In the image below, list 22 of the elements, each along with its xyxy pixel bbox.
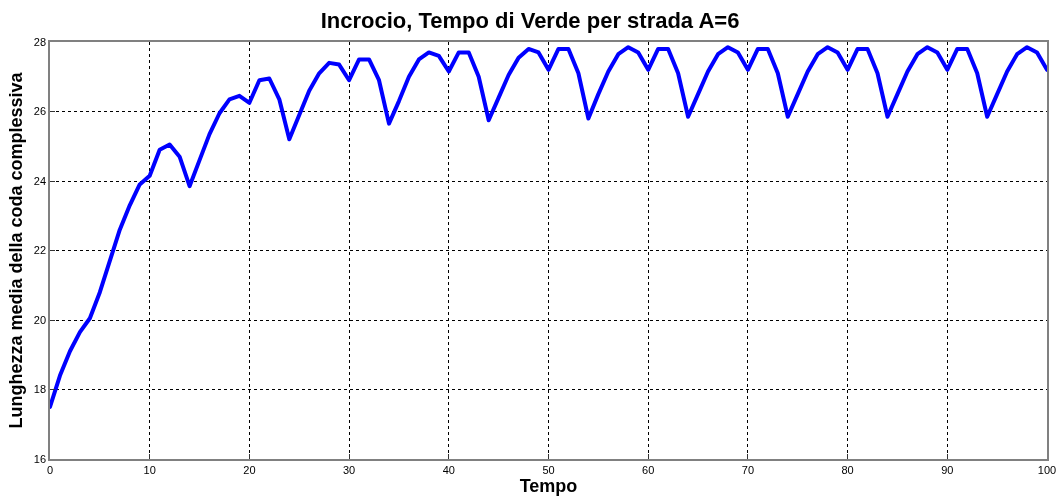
x-tick-label: 0 [46, 463, 54, 476]
x-tick-label: 100 [1037, 463, 1057, 476]
x-axis-title: Tempo [519, 475, 578, 496]
x-tick-label: 20 [243, 463, 256, 476]
x-tick-label: 10 [143, 463, 156, 476]
y-tick-label: 28 [33, 35, 47, 48]
y-tick-label: 20 [33, 313, 47, 326]
chart-title: Incrocio, Tempo di Verde per strada A=6 [320, 7, 740, 33]
x-tick-label: 80 [841, 463, 854, 476]
y-tick-label: 24 [33, 174, 47, 187]
x-tick-label: 30 [342, 463, 356, 476]
y-tick-label: 26 [33, 105, 47, 118]
x-tick-label: 40 [442, 463, 455, 476]
y-tick-label: 16 [33, 452, 47, 465]
x-tick-label: 60 [642, 463, 655, 476]
x-tick-label: 70 [741, 463, 755, 476]
x-tick-label: 50 [542, 463, 555, 476]
line-series [50, 45, 1047, 409]
y-tick-label: 22 [33, 244, 47, 257]
y-axis-title: Lunghezza media della coda complessiva [6, 71, 27, 429]
y-tick-label: 18 [33, 383, 47, 396]
x-tick-label: 90 [941, 463, 954, 476]
